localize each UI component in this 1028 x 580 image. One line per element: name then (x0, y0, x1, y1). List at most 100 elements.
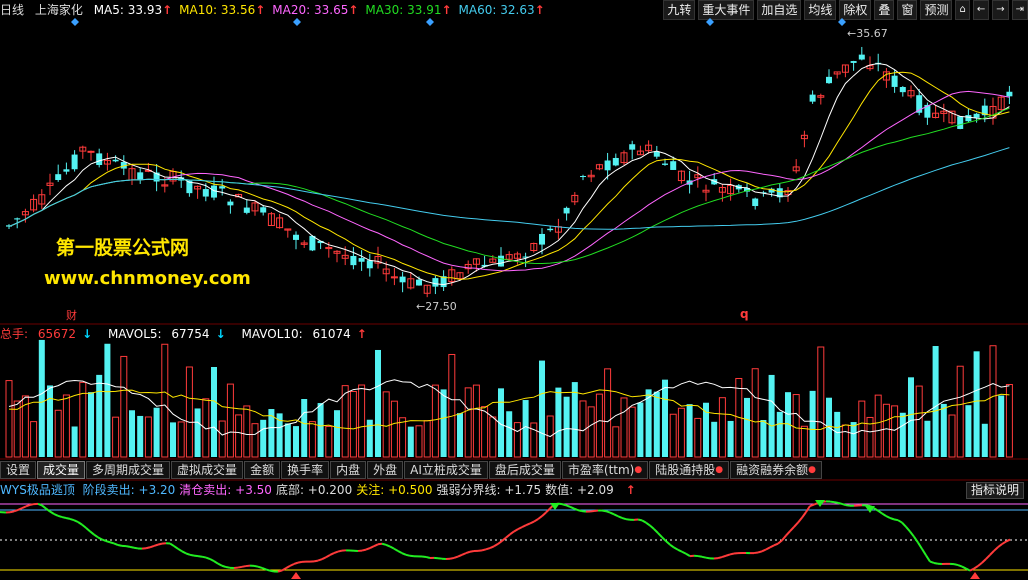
event-marker[interactable]: q (740, 307, 749, 321)
volume-bar (998, 395, 1005, 457)
toolbar-button-4[interactable]: 除权 (839, 0, 872, 20)
indicator-segment (601, 509, 607, 513)
volume-bar (366, 419, 373, 457)
toolbar-button-3[interactable]: 均线 (804, 0, 837, 20)
volume-header: 总手: 65672 ↓ MAVOL5: 67754 ↓ MAVOL10: 61074… (0, 325, 379, 343)
volume-bar (161, 343, 169, 458)
skip-end-icon[interactable]: ⇥ (1011, 0, 1028, 20)
candle-body (399, 276, 406, 283)
candle-body (448, 269, 456, 283)
tab-5[interactable]: 换手率 (281, 461, 330, 479)
volume-bar (243, 405, 251, 458)
indicator-segment (365, 547, 371, 551)
tab-10[interactable]: 市盈率(ttm)● (561, 461, 649, 479)
indicator-segment (57, 514, 63, 519)
volume-bar (858, 400, 866, 458)
indicator-segment (221, 564, 227, 568)
tab-12[interactable]: 融资融券余额● (730, 461, 822, 479)
ma-legend-item: MA20: 33.65↑ (272, 3, 358, 17)
volume-bar (1005, 384, 1013, 458)
indicator-segment (177, 547, 183, 553)
indicator-segment (45, 507, 51, 513)
toolbar-button-7[interactable]: 预测 (920, 0, 953, 20)
tab-7[interactable]: 外盘 (367, 461, 404, 479)
toolbar-button-1[interactable]: 重大事件 (698, 0, 755, 20)
indicator-segment (509, 530, 515, 536)
volume-bar (932, 346, 939, 457)
candle-body (489, 258, 497, 263)
tab-label: 内盘 (336, 463, 361, 477)
arrow-left-icon[interactable]: ← (972, 0, 990, 20)
candle-body (702, 189, 710, 193)
indicator-segment (505, 533, 511, 539)
indicator-segment (997, 543, 1003, 548)
volume-bar (489, 416, 497, 458)
toolbar-button-0[interactable]: 九转 (663, 0, 696, 20)
toolbar-button-2[interactable]: 加自选 (757, 0, 802, 20)
up-arrow-icon: ↑ (162, 3, 173, 17)
candle-body (358, 258, 365, 262)
indicator-segment (285, 565, 291, 570)
toolbar-button-6[interactable]: 窗 (897, 0, 918, 20)
tab-4[interactable]: 金额 (244, 461, 281, 479)
indicator-segment (81, 523, 87, 529)
tab-label: 虚拟成交量 (177, 463, 238, 477)
indicator-segment (173, 545, 179, 550)
candle-body (30, 198, 38, 211)
volume-bar (744, 397, 750, 457)
volume-bar (481, 406, 489, 458)
volume-bar (727, 420, 734, 457)
indicator-segment (185, 552, 191, 556)
indicator-segment (561, 503, 567, 507)
price-header: 日线 上海家化 MA5: 33.93↑ MA10: 33.56↑ MA20: 33.… (0, 0, 1028, 20)
indicator-segment (969, 567, 975, 572)
indicator-segment (77, 521, 83, 526)
indicator-segment (761, 548, 767, 553)
indicator-segment (913, 536, 919, 544)
indicator-segment (241, 565, 247, 568)
volume-bar (448, 353, 456, 458)
candle-body (423, 284, 431, 294)
up-arrow-icon: ↑ (534, 3, 545, 17)
tab-9[interactable]: 盘后成交量 (488, 461, 561, 479)
indicator-segment (389, 545, 395, 550)
tab-8[interactable]: AI立桩成交量 (404, 461, 488, 479)
volume-bar (850, 422, 857, 457)
tab-3[interactable]: 虚拟成交量 (171, 461, 244, 479)
indicator-help-button[interactable]: 指标说明 (965, 482, 1024, 499)
arrow-right-icon[interactable]: → (992, 0, 1009, 20)
indicator-segment (901, 521, 907, 528)
candle-body (539, 233, 545, 245)
indicator-segment (313, 559, 319, 563)
event-diamond-icon (71, 18, 79, 26)
volume-bar (841, 424, 849, 458)
tab-11[interactable]: 陆股通持股● (649, 461, 730, 479)
indicator-segment (641, 519, 647, 524)
finance-marker[interactable]: 财 (66, 309, 77, 322)
indicator-segment (757, 550, 763, 554)
candle-body (776, 188, 783, 198)
indicator-segment (153, 543, 159, 547)
volume-bar (956, 365, 964, 458)
tab-2[interactable]: 多周期成交量 (86, 461, 171, 479)
indicator-segment (525, 522, 531, 527)
tab-0[interactable]: 设置 (0, 461, 37, 479)
tab-label: 成交量 (43, 463, 80, 477)
ma-legend-item: MA10: 33.56↑ (179, 3, 265, 17)
tab-label: 盘后成交量 (494, 463, 555, 477)
lock-icon[interactable]: ⌂ (955, 0, 970, 20)
volume-bar (137, 415, 144, 457)
toolbar-button-5[interactable]: 叠 (874, 0, 895, 20)
volume-bar (54, 409, 62, 458)
indicator-segment (785, 530, 791, 537)
period-label[interactable]: 日线 (0, 3, 25, 17)
tab-1[interactable]: 成交量 (37, 461, 86, 479)
candle-body (604, 160, 611, 171)
indicator-segment (577, 509, 583, 513)
tab-6[interactable]: 内盘 (330, 461, 367, 479)
volume-bar (653, 391, 660, 457)
indicator-item: 数值: +2.09 (545, 483, 614, 497)
indicator-segment (637, 518, 643, 522)
indicator-segment (877, 509, 883, 515)
indicator-name[interactable]: WYS极品逃顶 (0, 483, 75, 497)
